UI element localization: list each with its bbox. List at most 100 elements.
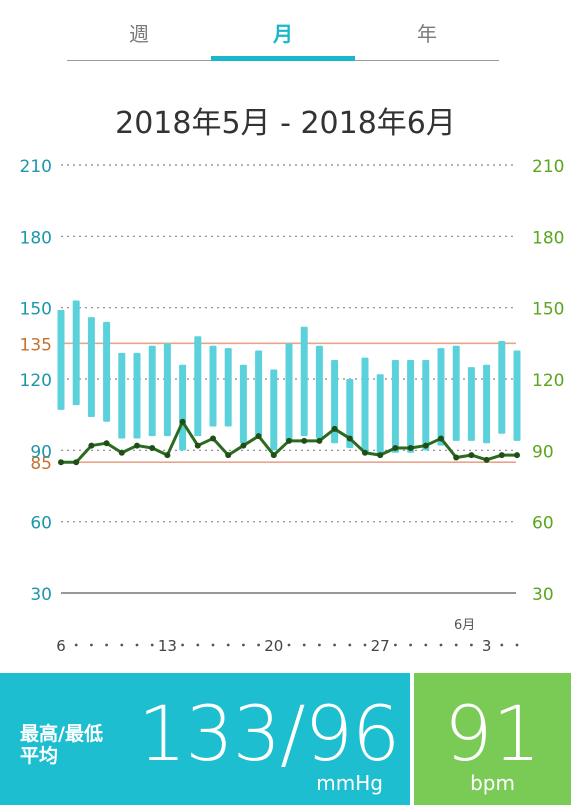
bp-range-bar: [452, 345, 460, 441]
pulse-point: [331, 425, 338, 432]
bp-range-bar: [57, 310, 65, 410]
bp-range-bar: [239, 364, 247, 444]
blood-pressure-chart[interactable]: 135 85 30 60 90 120 150 180 210 30 60 90 120 150 180…: [0, 140, 571, 660]
bp-range-bar: [72, 300, 80, 406]
x-axis-dot: [287, 643, 291, 647]
x-axis-tick-label: 27: [371, 637, 390, 655]
x-axis: 6 13 20 27 3 6月: [56, 618, 519, 655]
pulse-point: [392, 444, 399, 451]
bp-range-bar: [118, 352, 126, 439]
pulse-point: [514, 452, 520, 459]
bp-range-bar: [300, 326, 308, 437]
x-axis-dot: [515, 643, 519, 647]
x-axis-dot: [363, 643, 367, 647]
pulse-average-value: 91: [444, 689, 541, 778]
bp-range-bar: [361, 357, 369, 453]
average-label-line1: 最高/最低: [20, 723, 103, 745]
x-axis-tick-label: 6: [56, 637, 66, 655]
x-axis-dot: [409, 643, 412, 647]
left-axis-tick-label: 180: [20, 228, 52, 248]
tab-year[interactable]: 年: [417, 22, 437, 46]
x-axis-dot: [211, 643, 215, 647]
right-axis-tick-label: 210: [532, 157, 564, 177]
pulse-point: [286, 437, 292, 444]
pulse-point: [255, 433, 262, 440]
x-axis-dot: [348, 643, 352, 647]
right-axis-tick-label: 30: [532, 585, 554, 605]
bp-range-bar: [224, 348, 232, 427]
bp-range-bars: [57, 300, 521, 456]
reference-lines: 135 85: [20, 335, 516, 474]
x-axis-tick-label: 20: [264, 637, 283, 655]
month-marker-label: 6月: [454, 618, 475, 633]
bp-average-panel: 最高/最低 平均 133/96 mmHg: [0, 673, 410, 805]
pulse-unit: bpm: [470, 771, 515, 795]
bp-range-bar: [467, 367, 475, 441]
pulse-point: [194, 442, 201, 449]
pulse-point: [270, 452, 277, 459]
bp-range-bar: [270, 369, 278, 451]
bp-range-bar: [209, 345, 217, 427]
tab-week[interactable]: 週: [129, 22, 149, 46]
pulse-line-series: [58, 418, 520, 466]
bp-range-bar: [513, 350, 521, 441]
pulse-point: [453, 454, 460, 461]
bp-range-bar: [391, 359, 399, 453]
bp-range-bar: [498, 340, 506, 434]
pulse-point: [422, 442, 429, 449]
bp-range-bar: [103, 321, 111, 422]
x-axis-dot: [394, 643, 397, 647]
x-axis-dot: [318, 643, 321, 647]
pulse-point: [225, 452, 232, 459]
x-axis-dot: [454, 643, 458, 647]
bp-range-bar: [179, 364, 187, 451]
x-axis-dot: [120, 643, 124, 647]
pulse-point: [164, 452, 171, 459]
x-axis-dot: [196, 643, 200, 647]
x-axis-dot: [90, 643, 93, 647]
bp-range-bar: [407, 359, 415, 453]
pulse-point: [179, 418, 186, 425]
pulse-point: [134, 442, 140, 449]
pulse-point: [88, 442, 95, 449]
left-axis-tick-label: 30: [30, 585, 52, 605]
bp-reference-label: 85: [30, 454, 52, 474]
x-axis-dot: [439, 643, 443, 647]
bp-range-bar: [148, 345, 156, 437]
pulse-point: [118, 449, 125, 456]
x-axis-dot: [424, 643, 428, 647]
pulse-point: [103, 440, 110, 447]
x-axis-dot: [470, 643, 473, 647]
x-axis-dot: [226, 643, 230, 647]
x-axis-tick-label: 3: [482, 637, 492, 655]
x-axis-dot: [150, 643, 154, 647]
bp-range-bar: [163, 343, 171, 437]
pulse-point: [377, 452, 384, 459]
bp-range-bar: [194, 336, 202, 437]
right-axis-tick-label: 90: [532, 442, 554, 462]
bp-unit: mmHg: [316, 771, 383, 795]
bp-range-bar: [315, 345, 323, 439]
left-axis-tick-label: 60: [30, 514, 52, 534]
tab-month[interactable]: 月: [273, 22, 293, 46]
pulse-point: [438, 435, 444, 442]
bp-range-bar: [285, 343, 293, 441]
left-axis-tick-label: 90: [30, 442, 52, 462]
right-axis-tick-label: 120: [532, 371, 564, 391]
bp-range-bar: [331, 359, 339, 444]
x-axis-tick-label: 13: [158, 637, 177, 655]
pulse-point: [149, 444, 156, 451]
right-axis-labels: 30 60 90 120 150 180 210: [532, 157, 564, 605]
pulse-point: [483, 456, 490, 463]
bp-average-value: 133/96: [138, 689, 400, 778]
pulse-point: [468, 452, 475, 459]
bp-range-bar: [483, 364, 491, 444]
right-axis-tick-label: 180: [532, 228, 564, 248]
right-axis-tick-label: 150: [532, 300, 564, 320]
pulse-point: [240, 442, 247, 449]
pulse-point: [210, 435, 216, 442]
x-axis-dot: [74, 643, 78, 647]
x-axis-dot: [500, 643, 504, 647]
bp-range-bar: [87, 317, 95, 418]
x-axis-dot: [257, 643, 260, 647]
